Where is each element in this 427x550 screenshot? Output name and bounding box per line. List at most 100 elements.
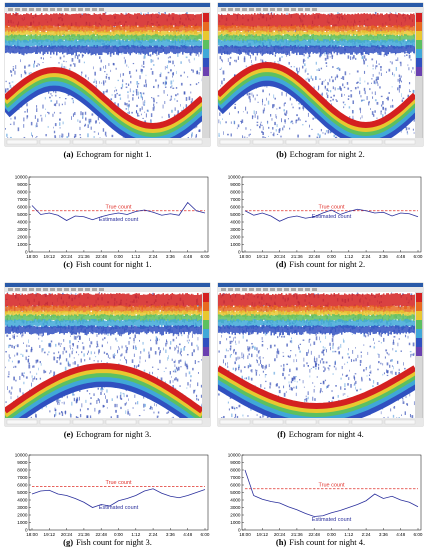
noise: [12, 66, 15, 68]
noise: [152, 59, 154, 63]
noise: [367, 82, 369, 85]
surface-layer: [336, 46, 338, 54]
surface-layer: [194, 35, 196, 41]
surface-layer: [126, 293, 128, 309]
surface-layer: [93, 294, 95, 307]
noise: [180, 61, 182, 64]
surface-layer: [366, 46, 368, 55]
toolbar-icon: [85, 8, 90, 11]
surface-layer: [50, 30, 52, 37]
noise: [299, 67, 300, 71]
surface-layer: [80, 314, 82, 322]
noise: [198, 82, 200, 84]
noise: [371, 58, 374, 61]
noise: [252, 115, 254, 118]
noise: [5, 80, 7, 83]
surface-layer: [24, 26, 26, 32]
surface-layer: [261, 14, 263, 29]
surface-layer: [200, 40, 202, 48]
surface-layer: [80, 30, 82, 38]
noise: [201, 403, 202, 408]
surface-layer: [117, 314, 119, 320]
surface-layer: [371, 40, 373, 48]
noise: [329, 129, 332, 133]
surface-layer: [54, 26, 56, 34]
surface-layer: [285, 30, 287, 35]
surface-layer: [93, 13, 95, 26]
surface-layer: [291, 30, 293, 38]
noise: [50, 340, 53, 343]
surface-layer: [384, 40, 386, 47]
surface-layer: [110, 293, 112, 307]
noise: [170, 98, 172, 100]
surface-layer: [285, 46, 287, 53]
noise: [32, 365, 35, 368]
y-tick-label: 9000: [230, 182, 241, 187]
surface-layer: [147, 35, 149, 43]
noise: [292, 122, 294, 125]
surface-layer: [21, 46, 23, 55]
surface-layer: [192, 306, 194, 314]
caption-label: (b): [276, 149, 287, 159]
surface-layer: [408, 14, 410, 29]
surface-layer: [194, 305, 196, 313]
surface-layer: [120, 30, 122, 37]
surface-layer: [222, 46, 224, 54]
y-tick-label: 5000: [17, 212, 28, 217]
noise: [406, 133, 409, 135]
surface-layer: [195, 30, 197, 38]
noise: [20, 293, 22, 296]
surface-layer: [51, 30, 53, 36]
surface-layer: [182, 30, 184, 35]
noise: [308, 124, 310, 128]
x-tick-label: 6:00: [201, 254, 210, 259]
noise: [136, 112, 139, 117]
noise: [108, 51, 110, 55]
noise: [81, 13, 83, 16]
noise: [307, 112, 309, 117]
surface-layer: [161, 40, 163, 49]
noise: [177, 350, 179, 354]
noise: [408, 54, 411, 59]
surface-layer: [18, 14, 20, 29]
noise: [315, 76, 317, 81]
noise: [141, 69, 144, 72]
surface-layer: [249, 14, 251, 30]
surface-layer: [47, 294, 49, 308]
noise: [326, 92, 328, 95]
surface-layer: [381, 13, 383, 28]
surface-layer: [8, 13, 10, 27]
surface-layer: [200, 31, 202, 37]
noise: [10, 117, 12, 120]
noise: [262, 109, 265, 114]
noise: [159, 13, 161, 15]
surface-layer: [264, 14, 266, 27]
surface-layer: [189, 34, 191, 43]
noise: [114, 354, 116, 356]
surface-layer: [99, 314, 101, 323]
surface-layer: [152, 294, 154, 307]
surface-layer: [29, 14, 31, 27]
noise: [48, 112, 50, 115]
surface-layer: [381, 35, 383, 43]
surface-layer: [290, 30, 292, 36]
surface-layer: [170, 25, 172, 33]
caption-text: Fish count for night 1.: [76, 259, 152, 269]
surface-layer: [164, 314, 166, 321]
surface-layer: [15, 306, 17, 312]
noise: [399, 80, 400, 84]
surface-layer: [294, 25, 296, 31]
surface-layer: [38, 14, 40, 28]
surface-layer: [326, 46, 328, 55]
surface-layer: [287, 14, 289, 29]
noise: [150, 120, 152, 124]
surface-layer: [24, 294, 26, 307]
surface-layer: [174, 30, 176, 36]
noise: [158, 84, 160, 87]
surface-layer: [383, 40, 385, 48]
surface-layer: [12, 26, 14, 34]
noise: [372, 96, 374, 99]
surface-layer: [392, 30, 394, 35]
noise: [96, 399, 98, 404]
noise: [180, 354, 182, 357]
